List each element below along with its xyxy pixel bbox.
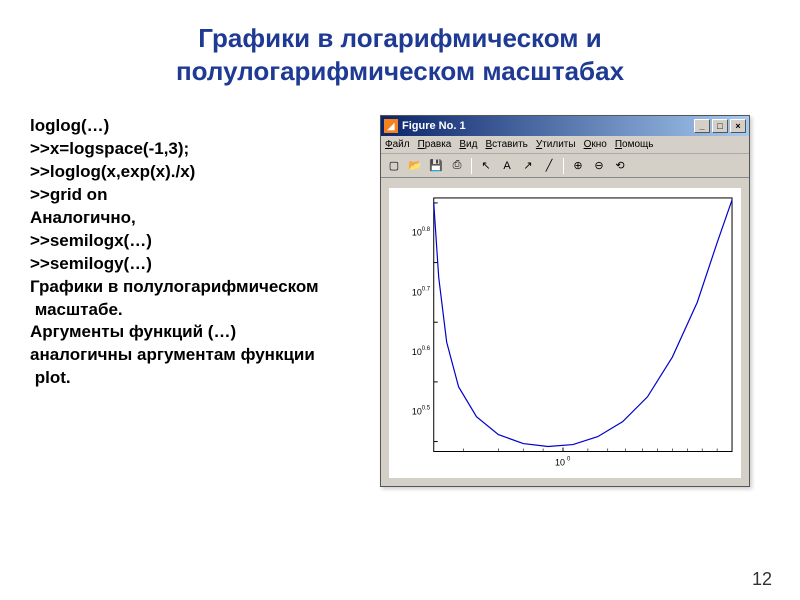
svg-text:10: 10 <box>412 407 422 417</box>
code-line: Аргументы функций (…) <box>30 321 380 344</box>
close-button[interactable]: × <box>730 119 746 133</box>
text-icon[interactable]: A <box>498 157 516 175</box>
svg-text:0.8: 0.8 <box>422 227 431 233</box>
matlab-icon: ◢ <box>384 119 398 133</box>
zoomin-icon[interactable]: ⊕ <box>569 157 587 175</box>
print-icon[interactable]: ⎙ <box>448 157 466 175</box>
svg-text:10: 10 <box>555 457 565 467</box>
new-icon[interactable]: ▢ <box>385 157 403 175</box>
menu-view[interactable]: Вид <box>459 139 477 150</box>
plot-area: 100.5100.6100.7100.8100 <box>381 178 749 486</box>
svg-text:10: 10 <box>412 347 422 357</box>
save-icon[interactable]: 💾 <box>427 157 445 175</box>
code-line: >>x=logspace(-1,3); <box>30 138 380 161</box>
figure-window: ◢ Figure No. 1 _ □ × Файл Правка Вид Вст… <box>380 115 750 487</box>
content-row: loglog(…) >>x=logspace(-1,3); >>loglog(x… <box>0 97 800 487</box>
svg-text:10: 10 <box>412 228 422 238</box>
menu-utilities[interactable]: Утилиты <box>536 139 576 150</box>
code-line: plot. <box>30 367 380 390</box>
menu-file[interactable]: Файл <box>385 139 410 150</box>
menu-insert[interactable]: Вставить <box>485 139 527 150</box>
window-title: Figure No. 1 <box>402 120 694 132</box>
code-line: Графики в полулогарифмическом <box>30 276 380 299</box>
toolbar-sep <box>563 158 564 174</box>
page-number: 12 <box>752 569 772 590</box>
code-line: >>semilogx(…) <box>30 230 380 253</box>
svg-text:0: 0 <box>567 456 571 462</box>
maximize-button[interactable]: □ <box>712 119 728 133</box>
menu-help[interactable]: Помощь <box>615 139 654 150</box>
rotate-icon[interactable]: ⟲ <box>611 157 629 175</box>
menu-window[interactable]: Окно <box>584 139 607 150</box>
open-icon[interactable]: 📂 <box>406 157 424 175</box>
svg-text:0.6: 0.6 <box>422 346 431 352</box>
code-line: >>grid on <box>30 184 380 207</box>
toolbar-sep <box>471 158 472 174</box>
toolbar: ▢ 📂 💾 ⎙ ↖ A ↗ ╱ ⊕ ⊖ ⟲ <box>381 154 749 178</box>
svg-text:0.5: 0.5 <box>422 406 431 412</box>
figure-column: ◢ Figure No. 1 _ □ × Файл Правка Вид Вст… <box>380 115 780 487</box>
minimize-button[interactable]: _ <box>694 119 710 133</box>
code-line: loglog(…) <box>30 115 380 138</box>
code-line: масштабе. <box>30 299 380 322</box>
menubar: Файл Правка Вид Вставить Утилиты Окно По… <box>381 136 749 154</box>
code-line: Аналогично, <box>30 207 380 230</box>
zoomout-icon[interactable]: ⊖ <box>590 157 608 175</box>
code-text: loglog(…) >>x=logspace(-1,3); >>loglog(x… <box>30 115 380 487</box>
axes: 100.5100.6100.7100.8100 <box>389 188 741 478</box>
line-icon[interactable]: ╱ <box>540 157 558 175</box>
slide-title: Графики в логарифмическом и полулогарифм… <box>0 0 800 97</box>
code-line: >>semilogy(…) <box>30 253 380 276</box>
code-line: аналогичны аргументам функции <box>30 344 380 367</box>
code-line: >>loglog(x,exp(x)./x) <box>30 161 380 184</box>
svg-text:10: 10 <box>412 287 422 297</box>
titlebar: ◢ Figure No. 1 _ □ × <box>381 116 749 136</box>
chart-svg: 100.5100.6100.7100.8100 <box>389 188 741 476</box>
window-buttons: _ □ × <box>694 119 746 133</box>
arrow-icon[interactable]: ↗ <box>519 157 537 175</box>
pointer-icon[interactable]: ↖ <box>477 157 495 175</box>
menu-edit[interactable]: Правка <box>418 139 452 150</box>
svg-text:0.7: 0.7 <box>422 286 431 292</box>
